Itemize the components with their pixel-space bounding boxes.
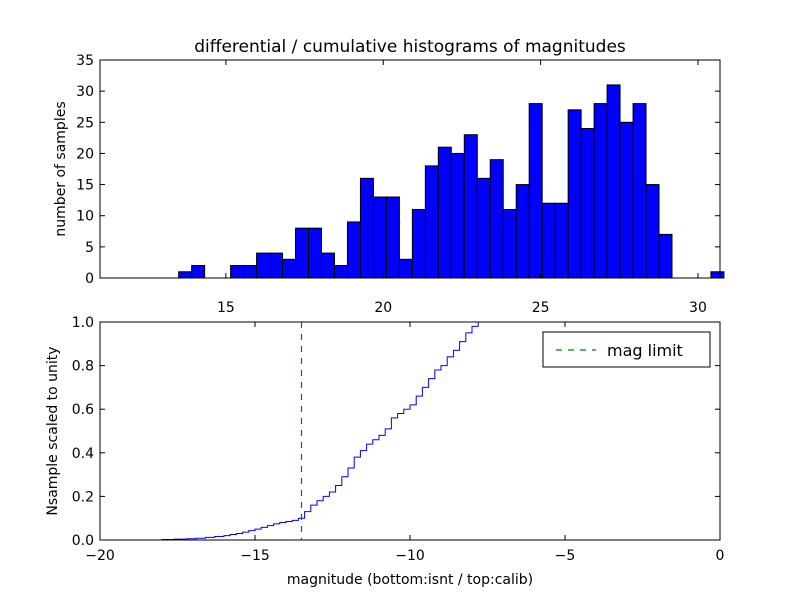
x-tick-label: 20 — [374, 300, 392, 316]
x-tick-label: −10 — [395, 548, 425, 564]
histogram-bar — [282, 258, 297, 279]
histogram-bar — [178, 271, 193, 279]
y-tick-label: 15 — [76, 178, 94, 194]
y-tick-label: 0.4 — [72, 446, 94, 462]
histogram-bar — [710, 271, 725, 279]
histogram-bar — [230, 265, 245, 279]
histogram-bar — [346, 221, 361, 279]
histogram-bar — [333, 265, 348, 279]
x-tick-label: −5 — [555, 548, 576, 564]
histogram-bar — [320, 252, 335, 279]
histogram-bar — [632, 103, 647, 279]
top-histogram-bars — [178, 84, 725, 279]
histogram-bar — [658, 233, 673, 279]
histogram-bar — [385, 196, 400, 279]
cumulative-step-line — [100, 321, 491, 541]
histogram-bar — [256, 252, 271, 279]
histogram-bar — [191, 265, 206, 279]
top-chart-title: differential / cumulative histograms of … — [194, 37, 626, 57]
histogram-bar — [619, 121, 634, 279]
histogram-bar — [541, 202, 556, 279]
bottom-x-axis-label: magnitude (bottom:isnt / top:calib) — [287, 572, 533, 588]
x-tick-label: 25 — [532, 300, 550, 316]
histogram-bar — [645, 184, 660, 279]
y-tick-label: 30 — [76, 84, 94, 100]
histogram-bar — [411, 208, 426, 279]
top-histogram-panel: differential / cumulative histograms of … — [53, 37, 725, 316]
histogram-bar — [295, 227, 309, 279]
histogram-bar — [398, 258, 413, 279]
histogram-bar — [502, 208, 517, 279]
histogram-bar — [476, 177, 491, 279]
histogram-bar — [424, 165, 439, 279]
y-tick-label: 0 — [85, 271, 94, 287]
x-tick-label: −20 — [85, 548, 115, 564]
x-tick-label: 15 — [217, 300, 235, 316]
histogram-bar — [554, 202, 569, 279]
y-tick-label: 25 — [76, 115, 94, 131]
y-tick-label: 20 — [76, 146, 94, 162]
y-tick-label: 35 — [76, 53, 94, 69]
bottom-series-lines — [100, 321, 491, 541]
histogram-bar — [463, 134, 478, 279]
histogram-bar — [359, 177, 374, 279]
y-tick-label: 1.0 — [72, 315, 94, 331]
histogram-bar — [580, 128, 595, 279]
bottom-cumulative-panel: 0.0 0.2 0.4 0.6 0.8 1.0 −20 −15 −10 −5 0 magnitud… — [45, 315, 724, 588]
top-y-axis-label: number of samples — [53, 101, 69, 236]
legend: mag limit — [542, 331, 711, 368]
histogram-bar — [593, 103, 608, 279]
histogram-bar — [606, 84, 621, 279]
x-tick-label: 0 — [716, 548, 725, 564]
histogram-bar — [567, 109, 582, 279]
legend-mag-limit-label: mag limit — [607, 341, 683, 360]
x-tick-label: 30 — [689, 300, 707, 316]
bottom-plot-frame — [99, 321, 721, 541]
histogram-bar — [489, 159, 504, 279]
histogram-bar — [269, 252, 284, 279]
x-tick-label: −15 — [240, 548, 270, 564]
histogram-bar — [528, 103, 543, 279]
histogram-bar — [437, 146, 452, 279]
histogram-bar — [243, 265, 258, 279]
top-y-axis-ticks: 0 5 10 15 20 25 30 35 — [76, 53, 720, 287]
y-tick-label: 0.0 — [72, 533, 94, 549]
histogram-bar — [450, 152, 465, 279]
histogram-bar — [372, 196, 387, 279]
bottom-x-axis-ticks: −20 −15 −10 −5 0 — [85, 322, 724, 564]
bottom-y-axis-ticks: 0.0 0.2 0.4 0.6 0.8 1.0 — [72, 315, 720, 549]
histogram-bar — [515, 184, 530, 279]
y-tick-label: 0.6 — [72, 402, 94, 418]
top-plot-frame — [99, 59, 721, 279]
top-x-axis-ticks: 15 20 25 30 — [217, 60, 707, 316]
y-tick-label: 0.2 — [72, 489, 94, 505]
bottom-y-axis-label: Nsample scaled to unity — [45, 346, 61, 515]
y-tick-label: 5 — [85, 240, 94, 256]
histogram-bar — [308, 227, 322, 279]
y-tick-label: 0.8 — [72, 359, 94, 375]
y-tick-label: 10 — [76, 209, 94, 225]
